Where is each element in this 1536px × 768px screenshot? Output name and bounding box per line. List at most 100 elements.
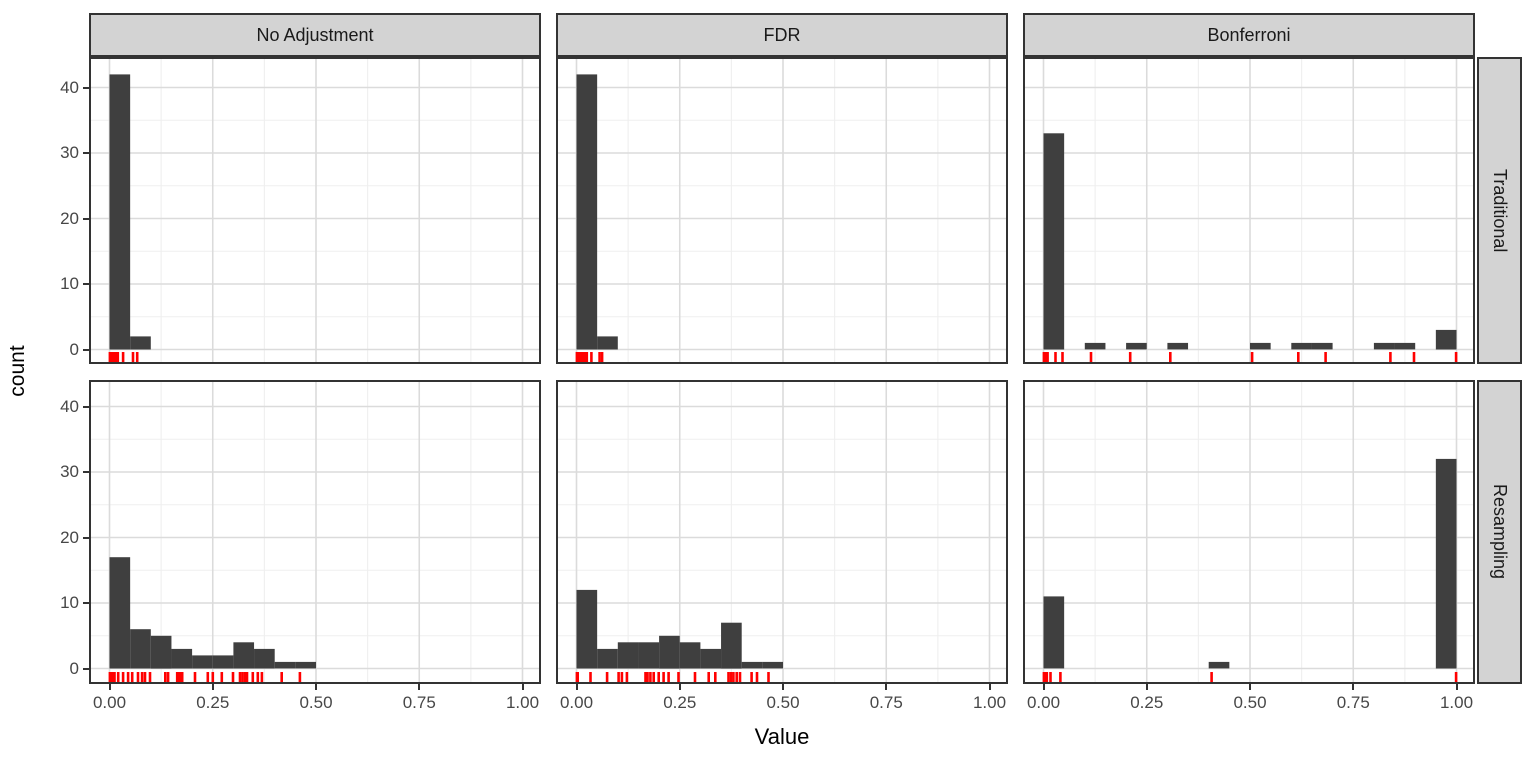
histogram-bar [1167,342,1189,350]
y-tick-mark [83,536,89,539]
facet-strip-resampling: Resampling [1477,380,1522,684]
x-tick-mark [1455,684,1458,690]
histogram-bar [1373,342,1395,350]
x-tick-mark [575,684,578,690]
histogram-bar [659,635,680,669]
histogram-bar [1435,329,1457,350]
panel-border [1023,57,1475,364]
panel-border [89,57,541,364]
histogram-bar [576,589,598,669]
histogram-bar [679,642,701,669]
histogram-bar [233,642,255,669]
x-tick-label: 0.00 [1026,693,1061,712]
panel-resampling-fdr [556,380,1008,684]
histogram-bar [109,557,131,669]
x-tick-label: 1.00 [1439,693,1474,712]
x-tick-mark [782,684,784,690]
histogram-bar [1043,133,1065,350]
histogram-bar [274,661,296,669]
facet-strip-traditional: Traditional [1477,57,1522,364]
panel-resampling-bonferroni [1023,380,1475,684]
histogram-bar [762,661,783,669]
x-tick-mark [885,684,888,690]
x-tick-label: 0.25 [196,693,230,712]
x-tick-label: 1.00 [505,693,540,712]
y-tick-label: 0 [69,658,79,678]
y-tick-mark [83,152,89,154]
y-tick-label: 0 [69,339,79,359]
x-tick-mark [678,684,681,690]
x-tick-mark [521,684,524,690]
panel-traditional-no-adjustment [89,57,541,364]
x-tick-mark [418,684,421,690]
y-tick-mark [83,86,89,89]
y-tick-mark [83,217,89,220]
y-tick-mark [83,602,89,604]
x-tick-mark [988,684,991,690]
histogram-bar [1126,342,1147,350]
x-tick-label: 1.00 [972,693,1007,712]
y-tick-mark [83,405,89,408]
panel-background [556,380,1008,684]
histogram-bar [1435,458,1457,669]
histogram-bar [721,622,742,669]
x-tick-label: 0.50 [1233,693,1267,712]
y-tick-label: 20 [60,527,79,547]
panel-background [89,57,541,364]
panel-background [556,57,1008,364]
histogram-bar [700,648,722,669]
facet-strip-bonferroni: Bonferroni [1023,13,1475,57]
x-tick-label: 0.00 [92,693,127,712]
histogram-bar [1084,342,1106,350]
histogram-bar [638,642,660,669]
histogram-bar [1291,342,1312,350]
histogram-bar [130,629,151,669]
x-tick-mark [108,684,111,690]
panel-resampling-no-adjustment [89,380,541,684]
histogram-bar [597,336,618,350]
histogram-bar [1250,342,1271,350]
histogram-bar [741,661,763,669]
y-tick-label: 40 [60,396,79,416]
x-tick-mark [1042,684,1045,690]
y-tick-label: 30 [60,462,79,481]
facet-strip-no-adjustment: No Adjustment [89,13,541,57]
x-tick-mark [211,684,214,690]
x-tick-mark [1249,684,1251,690]
panel-border [556,380,1008,684]
y-tick-label: 40 [60,77,79,97]
y-tick-label: 20 [60,208,79,228]
x-tick-label: 0.50 [766,693,800,712]
histogram-bar [109,74,131,350]
histogram-bar [597,648,618,669]
histogram-bar [1311,342,1333,350]
panel-background [1023,57,1475,364]
x-axis-title: Value [754,724,810,749]
histogram-bar [295,661,316,669]
panel-border [1023,380,1475,684]
y-tick-mark [83,283,89,285]
x-tick-mark [1145,684,1148,690]
y-tick-mark [83,667,89,670]
y-tick-label: 10 [60,274,79,293]
x-tick-mark [315,684,317,690]
histogram-bar [254,648,275,669]
x-tick-label: 0.75 [869,693,903,712]
histogram-bar [617,642,639,669]
x-tick-label: 0.50 [299,693,333,712]
x-tick-label: 0.75 [1336,693,1370,712]
x-tick-label: 0.25 [1130,693,1164,712]
histogram-bar [171,648,193,669]
y-tick-mark [83,471,89,473]
x-tick-label: 0.75 [402,693,436,712]
y-tick-label: 30 [60,143,79,162]
y-axis-title: count [6,345,29,397]
panel-background [89,380,541,684]
panel-traditional-fdr [556,57,1008,364]
x-tick-label: 0.25 [663,693,697,712]
x-tick-mark [1352,684,1355,690]
histogram-bar [212,655,234,669]
histogram-bar [1043,596,1065,669]
panel-traditional-bonferroni [1023,57,1475,364]
